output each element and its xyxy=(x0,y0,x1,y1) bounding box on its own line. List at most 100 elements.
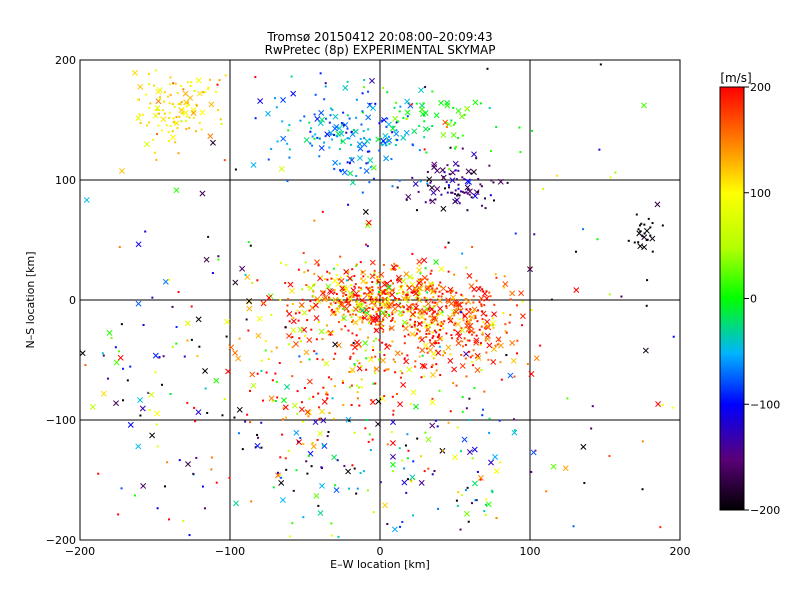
data-point-dot xyxy=(163,91,166,94)
data-point-cross xyxy=(472,99,479,106)
data-point-dot xyxy=(372,511,375,514)
data-point-cross xyxy=(390,419,396,426)
data-point-dot xyxy=(407,478,410,481)
data-point-dot xyxy=(375,311,378,314)
data-point-dot xyxy=(337,535,340,538)
data-point-dot xyxy=(356,359,359,362)
data-point-dot xyxy=(482,408,485,411)
data-point-cross xyxy=(320,417,327,424)
data-point-dot xyxy=(260,369,263,372)
data-point-dot xyxy=(460,354,463,357)
data-point-dot xyxy=(442,323,445,326)
data-point-dot xyxy=(351,291,354,294)
data-point-dot xyxy=(312,290,315,293)
data-point-cross xyxy=(430,350,437,357)
data-point-dot xyxy=(349,357,352,360)
data-point-cross xyxy=(403,271,410,278)
data-point-dot xyxy=(639,230,642,233)
data-point-dot xyxy=(196,355,199,358)
data-point-dot xyxy=(428,315,431,318)
data-point-cross xyxy=(361,315,368,321)
data-point-dot xyxy=(442,354,445,357)
data-point-dot xyxy=(337,278,340,281)
data-point-cross xyxy=(149,432,156,439)
data-point-dot xyxy=(358,362,361,365)
data-point-dot xyxy=(461,295,464,298)
data-point-dot xyxy=(353,285,356,288)
data-point-dot xyxy=(434,339,437,342)
data-point-dot xyxy=(304,261,307,264)
data-point-dot xyxy=(355,116,358,119)
data-point-cross xyxy=(313,315,320,321)
data-point-dot xyxy=(271,400,274,403)
data-point-dot xyxy=(404,444,407,447)
data-point-dot xyxy=(291,335,294,338)
data-point-dot xyxy=(393,106,396,109)
data-point-dot xyxy=(458,194,461,197)
colorbar-tick-label: −100 xyxy=(750,398,780,411)
data-point-dot xyxy=(488,431,491,434)
data-point-cross xyxy=(162,278,169,285)
data-point-dot xyxy=(472,301,475,304)
data-point-cross xyxy=(100,390,107,397)
data-point-dot xyxy=(448,186,451,189)
data-point-dot xyxy=(120,487,123,490)
data-point-cross xyxy=(362,340,369,347)
data-point-dot xyxy=(254,76,257,79)
data-point-cross xyxy=(488,459,494,466)
data-point-cross xyxy=(644,227,650,234)
data-point-dot xyxy=(173,121,176,124)
data-point-dot xyxy=(369,314,372,317)
data-point-cross xyxy=(471,480,478,487)
data-point-dot xyxy=(480,185,483,188)
data-point-dot xyxy=(303,387,306,390)
data-point-cross xyxy=(354,339,360,346)
data-point-dot xyxy=(384,292,387,295)
data-point-cross xyxy=(519,313,526,320)
data-point-cross xyxy=(470,169,477,175)
data-point-dot xyxy=(399,277,402,280)
data-point-dot xyxy=(422,102,425,105)
data-point-dot xyxy=(371,316,374,319)
data-point-dot xyxy=(343,465,346,468)
data-point-dot xyxy=(484,513,487,516)
data-point-dot xyxy=(435,349,438,352)
data-point-cross xyxy=(430,288,437,295)
data-point-dot xyxy=(234,168,237,171)
data-point-cross xyxy=(416,280,423,287)
data-point-dot xyxy=(391,131,394,134)
data-point-dot xyxy=(396,392,399,395)
data-point-cross xyxy=(445,344,452,351)
data-point-dot xyxy=(288,148,291,151)
data-point-dot xyxy=(369,138,372,141)
data-point-dot xyxy=(436,425,439,428)
data-point-cross xyxy=(397,285,404,292)
data-point-dot xyxy=(438,389,441,392)
data-point-dot xyxy=(519,151,522,154)
data-point-dot xyxy=(367,287,370,290)
data-point-dot xyxy=(503,286,506,289)
data-point-dot xyxy=(364,301,367,304)
data-point-dot xyxy=(428,332,431,335)
data-point-dot xyxy=(407,308,410,311)
data-point-dot xyxy=(214,90,217,93)
data-point-dot xyxy=(410,291,413,294)
data-point-cross xyxy=(468,314,475,321)
data-point-cross xyxy=(493,468,500,475)
data-point-dot xyxy=(147,72,150,75)
data-point-dot xyxy=(347,203,350,206)
data-point-dot xyxy=(275,106,278,109)
data-point-dot xyxy=(153,151,156,154)
data-point-dot xyxy=(209,78,212,81)
data-point-cross xyxy=(246,305,253,312)
data-point-cross xyxy=(425,436,432,443)
data-point-dot xyxy=(456,426,459,429)
data-point-cross xyxy=(391,526,398,533)
data-point-dot xyxy=(444,246,447,249)
data-point-dot xyxy=(410,103,413,106)
data-point-cross xyxy=(372,314,379,321)
data-point-cross xyxy=(113,359,120,366)
data-point-dot xyxy=(539,344,542,347)
data-point-dot xyxy=(274,400,277,403)
data-point-dot xyxy=(425,332,428,335)
